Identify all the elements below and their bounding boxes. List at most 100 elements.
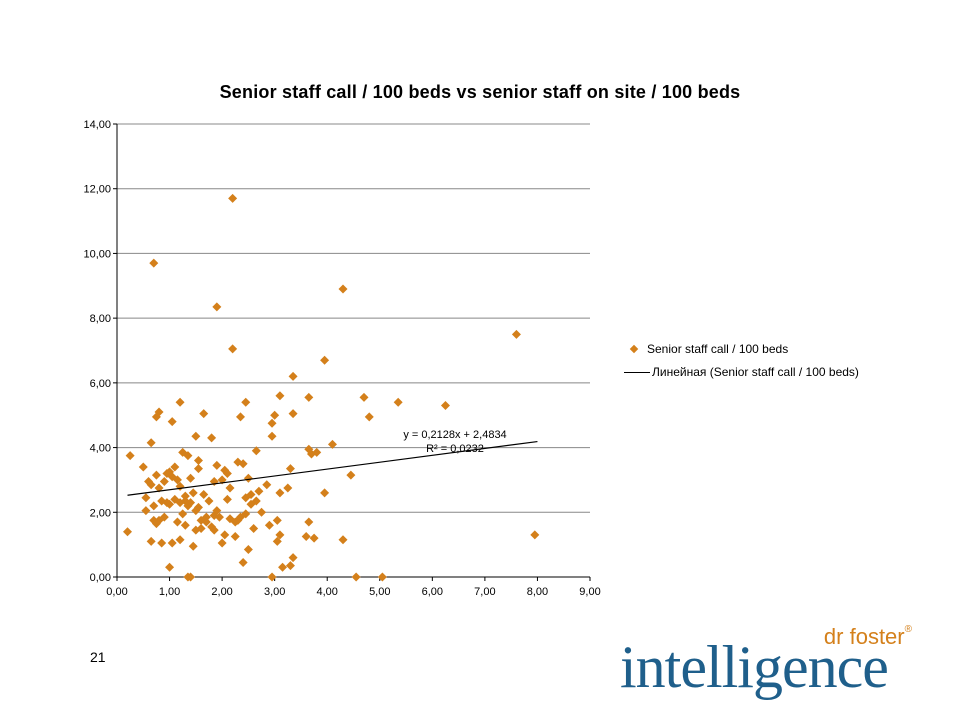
data-point xyxy=(165,499,175,509)
x-tick-label: 4,00 xyxy=(317,586,338,598)
data-point xyxy=(212,506,222,516)
trendline xyxy=(127,440,538,496)
data-point xyxy=(228,344,238,354)
data-point xyxy=(320,488,330,498)
data-point xyxy=(346,470,356,480)
x-tick-label: 5,00 xyxy=(369,586,390,598)
data-point xyxy=(188,488,198,498)
data-point xyxy=(285,561,295,571)
x-tick-label: 1,00 xyxy=(159,586,180,598)
data-point xyxy=(228,193,238,203)
data-point xyxy=(241,493,251,503)
data-point xyxy=(170,462,180,472)
data-point xyxy=(241,397,251,407)
data-point xyxy=(188,541,198,551)
legend-label-series: Senior staff call / 100 beds xyxy=(647,342,789,356)
data-point xyxy=(233,457,243,467)
logo-dr-foster-text: dr foster® xyxy=(823,624,912,649)
chart-title: Senior staff call / 100 beds vs senior s… xyxy=(219,82,741,102)
data-point xyxy=(146,438,156,448)
data-point xyxy=(175,535,185,545)
data-point xyxy=(193,502,203,512)
data-point xyxy=(377,572,387,582)
data-point xyxy=(172,475,182,485)
y-tick-label: 10,00 xyxy=(83,248,111,260)
data-point xyxy=(285,464,295,474)
data-point xyxy=(251,446,261,456)
data-point xyxy=(301,532,311,542)
data-point xyxy=(178,509,188,519)
data-point xyxy=(217,538,227,548)
data-point xyxy=(146,536,156,546)
data-point xyxy=(238,557,248,567)
x-tick-label: 7,00 xyxy=(474,586,495,598)
data-point xyxy=(288,371,298,381)
data-point xyxy=(251,496,261,506)
trendline-r-squared: R² = 0,0232 xyxy=(426,443,484,455)
data-point xyxy=(138,462,148,472)
data-point xyxy=(172,517,182,527)
data-point xyxy=(193,464,203,474)
data-point xyxy=(309,533,319,543)
data-point xyxy=(214,512,224,522)
data-point xyxy=(180,491,190,501)
data-point xyxy=(225,514,235,524)
data-point xyxy=(201,517,211,527)
data-point xyxy=(183,451,193,461)
data-point xyxy=(288,553,298,563)
data-point xyxy=(149,501,159,511)
data-point xyxy=(275,530,285,540)
data-point xyxy=(209,525,219,535)
data-point xyxy=(125,451,135,461)
data-point xyxy=(186,473,196,483)
tick-labels: 0,00 2,00 4,00 6,00 8,00 10,00 12,00 14,00 0,00 1… xyxy=(83,119,600,598)
data-point xyxy=(191,431,201,441)
legend-item-trendline: Линейная (Senior staff call / 100 beds) xyxy=(624,363,859,381)
data-point xyxy=(270,410,280,420)
data-point xyxy=(183,572,193,582)
diamond-marker-icon xyxy=(629,344,639,354)
data-point xyxy=(249,523,259,533)
data-point xyxy=(165,467,175,477)
x-tick-label: 8,00 xyxy=(527,586,548,598)
data-point xyxy=(175,397,185,407)
data-point xyxy=(267,418,277,428)
data-point xyxy=(233,515,243,525)
gridlines xyxy=(117,123,590,513)
y-tick-label: 2,00 xyxy=(90,507,111,519)
page-number: 21 xyxy=(90,649,106,665)
data-point xyxy=(351,572,361,582)
data-point xyxy=(236,412,246,422)
data-point xyxy=(230,532,240,542)
data-point xyxy=(165,562,175,572)
data-point xyxy=(393,397,403,407)
data-point xyxy=(212,460,222,470)
data-point xyxy=(320,355,330,365)
data-point xyxy=(204,496,214,506)
data-point xyxy=(275,488,285,498)
data-point xyxy=(272,536,282,546)
data-point xyxy=(272,515,282,525)
data-point xyxy=(364,412,374,422)
data-point xyxy=(199,489,209,499)
data-point xyxy=(304,444,314,454)
y-tick-label: 12,00 xyxy=(83,184,111,196)
data-point xyxy=(359,392,369,402)
data-point xyxy=(304,517,314,527)
x-tick-label: 9,00 xyxy=(579,586,600,598)
data-point xyxy=(257,507,267,517)
data-point xyxy=(222,494,232,504)
data-point xyxy=(193,456,203,466)
data-point xyxy=(304,392,314,402)
data-point xyxy=(201,512,211,522)
data-point xyxy=(151,519,161,529)
data-point xyxy=(243,473,253,483)
data-point xyxy=(207,433,217,443)
data-point xyxy=(283,483,293,493)
data-point xyxy=(275,391,285,401)
data-points xyxy=(123,193,540,582)
data-point xyxy=(267,431,277,441)
trendline-layer xyxy=(127,440,538,496)
y-tick-label: 6,00 xyxy=(90,378,111,390)
data-point xyxy=(243,544,253,554)
